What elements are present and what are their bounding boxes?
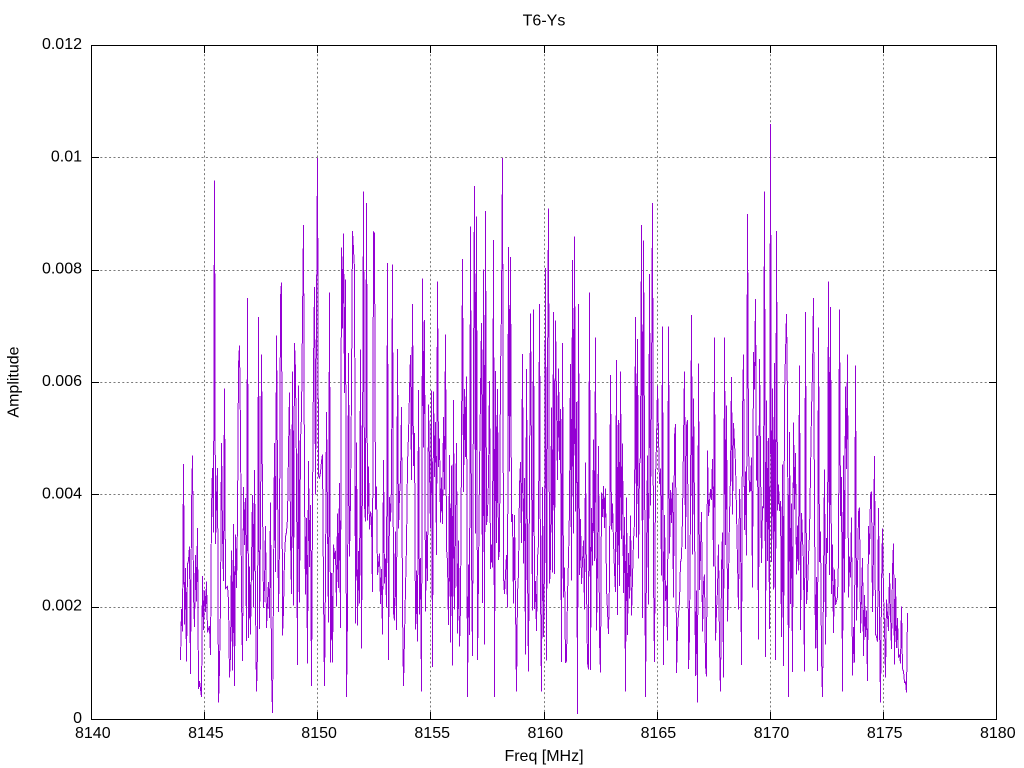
svg-text:Amplitude: Amplitude (6, 346, 23, 417)
svg-text:0.01: 0.01 (51, 148, 82, 165)
svg-text:8145: 8145 (188, 725, 224, 742)
svg-text:Freq [MHz]: Freq [MHz] (504, 748, 583, 765)
svg-text:T6-Ys: T6-Ys (523, 13, 566, 30)
svg-text:8165: 8165 (641, 725, 677, 742)
svg-text:8180: 8180 (980, 725, 1016, 742)
svg-text:8155: 8155 (414, 725, 450, 742)
svg-text:8140: 8140 (75, 725, 111, 742)
svg-text:0.002: 0.002 (42, 598, 82, 615)
svg-text:8170: 8170 (754, 725, 790, 742)
svg-text:0.008: 0.008 (42, 261, 82, 278)
svg-text:0.012: 0.012 (42, 36, 82, 53)
svg-text:8150: 8150 (301, 725, 337, 742)
svg-text:8175: 8175 (867, 725, 903, 742)
svg-text:8160: 8160 (528, 725, 564, 742)
svg-text:0: 0 (73, 710, 82, 727)
svg-text:0.004: 0.004 (42, 485, 82, 502)
svg-text:0.006: 0.006 (42, 373, 82, 390)
